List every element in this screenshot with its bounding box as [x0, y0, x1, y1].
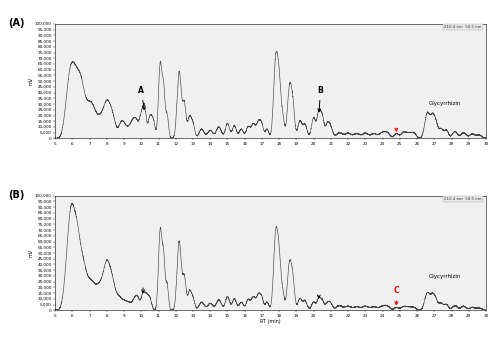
Y-axis label: mV: mV: [29, 249, 34, 257]
X-axis label: RT (min): RT (min): [260, 319, 281, 324]
Y-axis label: mV: mV: [29, 77, 34, 85]
Text: A: A: [138, 86, 145, 109]
Text: (B): (B): [8, 190, 24, 200]
Text: 210.4 nm  50.5 nm: 210.4 nm 50.5 nm: [444, 197, 481, 201]
Text: (A): (A): [8, 18, 24, 28]
Text: Glycyrrhizin: Glycyrrhizin: [429, 275, 461, 279]
Text: C: C: [394, 286, 399, 305]
Text: B: B: [318, 86, 323, 112]
Text: Glycyrrhizin: Glycyrrhizin: [429, 101, 461, 106]
Text: 210.4 nm  50.5 nm: 210.4 nm 50.5 nm: [444, 25, 481, 29]
